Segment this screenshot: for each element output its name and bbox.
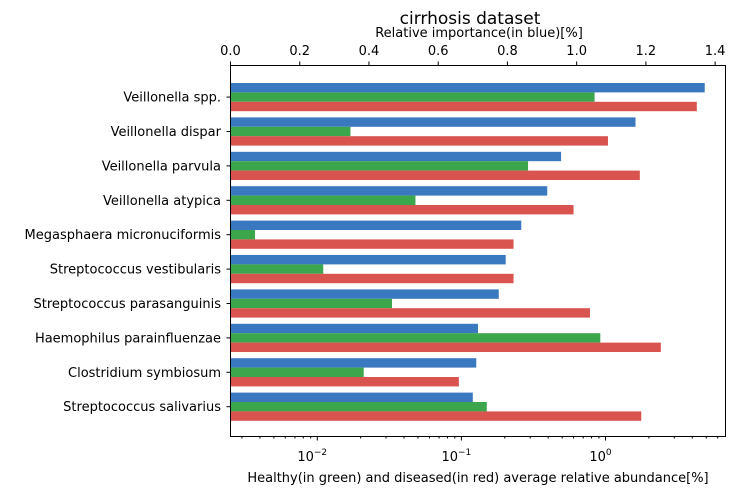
bars-group (230, 83, 705, 421)
bar-diseased-8 (230, 377, 459, 387)
bar-diseased-5 (230, 273, 514, 284)
bottom-tick-exponent: −2 (314, 448, 327, 458)
top-tick-label: 0.2 (289, 44, 310, 59)
bar-relative-importance-4 (230, 220, 522, 230)
bar-relative-importance-1 (230, 117, 636, 127)
bar-diseased-1 (230, 136, 608, 146)
bar-healthy-4 (230, 230, 256, 240)
bottom-tick-mantissa: 10 (441, 450, 458, 465)
category-label: Haemophilus parainfluenzae (35, 331, 221, 346)
plot-frame (230, 65, 726, 437)
bar-relative-importance-9 (230, 392, 473, 402)
category-label: Veillonella atypica (103, 194, 221, 209)
top-axis-ticks: 0.0 0.2 0.4 0.6 0.8 1.0 1.2 1.4 (220, 44, 725, 66)
top-tick-label: 0.6 (428, 44, 449, 59)
category-label: Streptococcus parasanguinis (34, 297, 222, 312)
bar-relative-importance-2 (230, 151, 562, 162)
bottom-tick-label: 10−1 (441, 448, 471, 465)
bottom-tick-mantissa: 10 (297, 450, 314, 465)
bottom-axis-label: Healthy(in green) and diseased(in red) a… (247, 471, 708, 486)
bar-diseased-2 (230, 170, 640, 180)
bar-healthy-5 (230, 264, 324, 274)
bottom-axis-ticks: 10−2 10−1 100 (241, 436, 719, 465)
bar-diseased-7 (230, 342, 661, 352)
bar-relative-importance-6 (230, 289, 499, 299)
bottom-tick-exponent: 0 (606, 448, 612, 458)
bar-relative-importance-8 (230, 358, 477, 368)
bar-healthy-8 (230, 367, 364, 377)
bar-relative-importance-5 (230, 255, 506, 265)
category-label: Veillonella dispar (111, 125, 222, 140)
bottom-tick-label: 10−2 (297, 448, 327, 465)
bar-healthy-7 (230, 333, 601, 343)
top-axis-label: Relative importance(in blue)[%] (375, 26, 583, 41)
bar-diseased-0 (230, 101, 697, 112)
bar-healthy-6 (230, 298, 392, 309)
category-label: Streptococcus vestibularis (50, 263, 221, 278)
bar-diseased-3 (230, 205, 574, 215)
category-label: Streptococcus salivarius (63, 400, 221, 415)
bar-healthy-1 (230, 126, 351, 137)
bar-diseased-6 (230, 308, 590, 318)
top-tick-label: 1.2 (636, 44, 657, 59)
category-label: Veillonella parvula (102, 159, 221, 174)
bar-diseased-9 (230, 411, 642, 421)
top-tick-label: 1.4 (705, 44, 726, 59)
category-label: Clostridium symbiosum (68, 366, 221, 381)
bottom-tick-mantissa: 10 (589, 450, 606, 465)
category-label: Veillonella spp. (123, 91, 221, 106)
bar-relative-importance-0 (230, 83, 705, 93)
bottom-tick-exponent: −1 (458, 448, 471, 458)
top-tick-label: 1.0 (566, 44, 587, 59)
bar-healthy-9 (230, 402, 487, 412)
bar-healthy-2 (230, 161, 529, 171)
bar-relative-importance-7 (230, 323, 478, 334)
category-label: Megasphaera micronuciformis (25, 228, 222, 243)
chart-title: cirrhosis dataset (400, 9, 541, 29)
top-tick-label: 0.0 (220, 44, 241, 59)
bar-healthy-3 (230, 195, 416, 205)
bar-relative-importance-3 (230, 186, 548, 196)
bar-diseased-4 (230, 239, 514, 249)
bottom-tick-label: 100 (589, 448, 612, 465)
top-tick-label: 0.4 (359, 44, 380, 59)
top-tick-label: 0.8 (497, 44, 518, 59)
bar-healthy-0 (230, 92, 595, 102)
category-labels: Veillonella spp. Veillonella dispar Veillo… (25, 91, 231, 415)
